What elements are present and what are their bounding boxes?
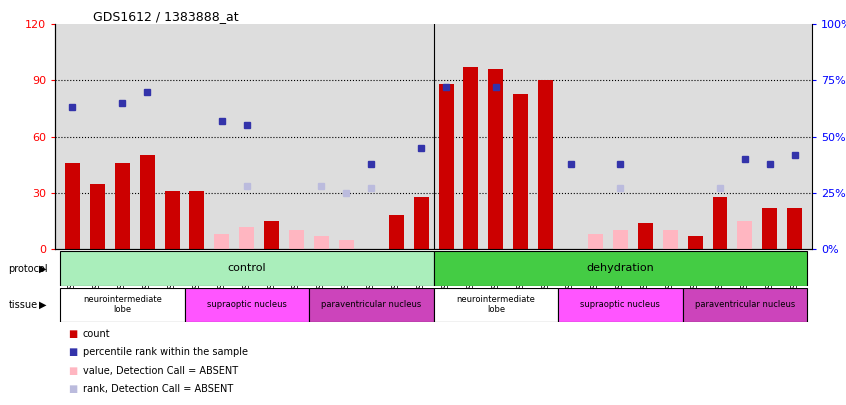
Text: ■: ■ xyxy=(68,384,77,394)
Text: tissue: tissue xyxy=(8,300,37,310)
Text: dehydration: dehydration xyxy=(586,263,654,273)
Text: neurointermediate
lobe: neurointermediate lobe xyxy=(83,295,162,314)
Text: paraventricular nucleus: paraventricular nucleus xyxy=(321,300,421,309)
Bar xyxy=(738,221,752,249)
Bar xyxy=(289,230,304,249)
Bar xyxy=(414,197,429,249)
Bar xyxy=(762,208,777,249)
Bar xyxy=(613,230,628,249)
Text: protocol: protocol xyxy=(8,264,48,273)
Text: paraventricular nucleus: paraventricular nucleus xyxy=(695,300,795,309)
Bar xyxy=(190,191,205,249)
Bar xyxy=(558,288,683,322)
Text: control: control xyxy=(228,263,266,273)
Text: count: count xyxy=(83,329,111,339)
Bar xyxy=(683,288,807,322)
Bar xyxy=(264,221,279,249)
Bar xyxy=(115,163,129,249)
Text: ■: ■ xyxy=(68,366,77,375)
Text: GDS1612 / 1383888_at: GDS1612 / 1383888_at xyxy=(93,10,239,23)
Bar xyxy=(433,288,558,322)
Bar xyxy=(239,227,255,249)
Bar xyxy=(438,84,453,249)
Bar xyxy=(60,288,184,322)
Bar xyxy=(464,67,478,249)
Bar xyxy=(662,230,678,249)
Bar xyxy=(514,94,528,249)
Bar xyxy=(309,288,433,322)
Bar xyxy=(688,236,702,249)
Bar xyxy=(712,197,728,249)
Bar xyxy=(184,288,309,322)
Text: neurointermediate
lobe: neurointermediate lobe xyxy=(456,295,536,314)
Bar xyxy=(538,81,553,249)
Text: rank, Detection Call = ABSENT: rank, Detection Call = ABSENT xyxy=(83,384,233,394)
Text: ▶: ▶ xyxy=(39,264,47,273)
Text: percentile rank within the sample: percentile rank within the sample xyxy=(83,347,248,357)
Bar xyxy=(65,163,80,249)
Text: supraoptic nucleus: supraoptic nucleus xyxy=(206,300,287,309)
Bar xyxy=(389,215,404,249)
Bar xyxy=(90,183,105,249)
Bar xyxy=(788,208,802,249)
Bar xyxy=(488,69,503,249)
Bar xyxy=(339,240,354,249)
Bar xyxy=(314,236,329,249)
Bar xyxy=(214,234,229,249)
Bar xyxy=(165,191,179,249)
Text: value, Detection Call = ABSENT: value, Detection Call = ABSENT xyxy=(83,366,238,375)
Bar xyxy=(140,156,155,249)
Bar xyxy=(638,223,653,249)
Bar xyxy=(60,251,433,286)
Text: ■: ■ xyxy=(68,329,77,339)
Text: ▶: ▶ xyxy=(39,300,47,310)
Bar xyxy=(588,234,603,249)
Text: ■: ■ xyxy=(68,347,77,357)
Text: supraoptic nucleus: supraoptic nucleus xyxy=(580,300,661,309)
Bar xyxy=(433,251,807,286)
